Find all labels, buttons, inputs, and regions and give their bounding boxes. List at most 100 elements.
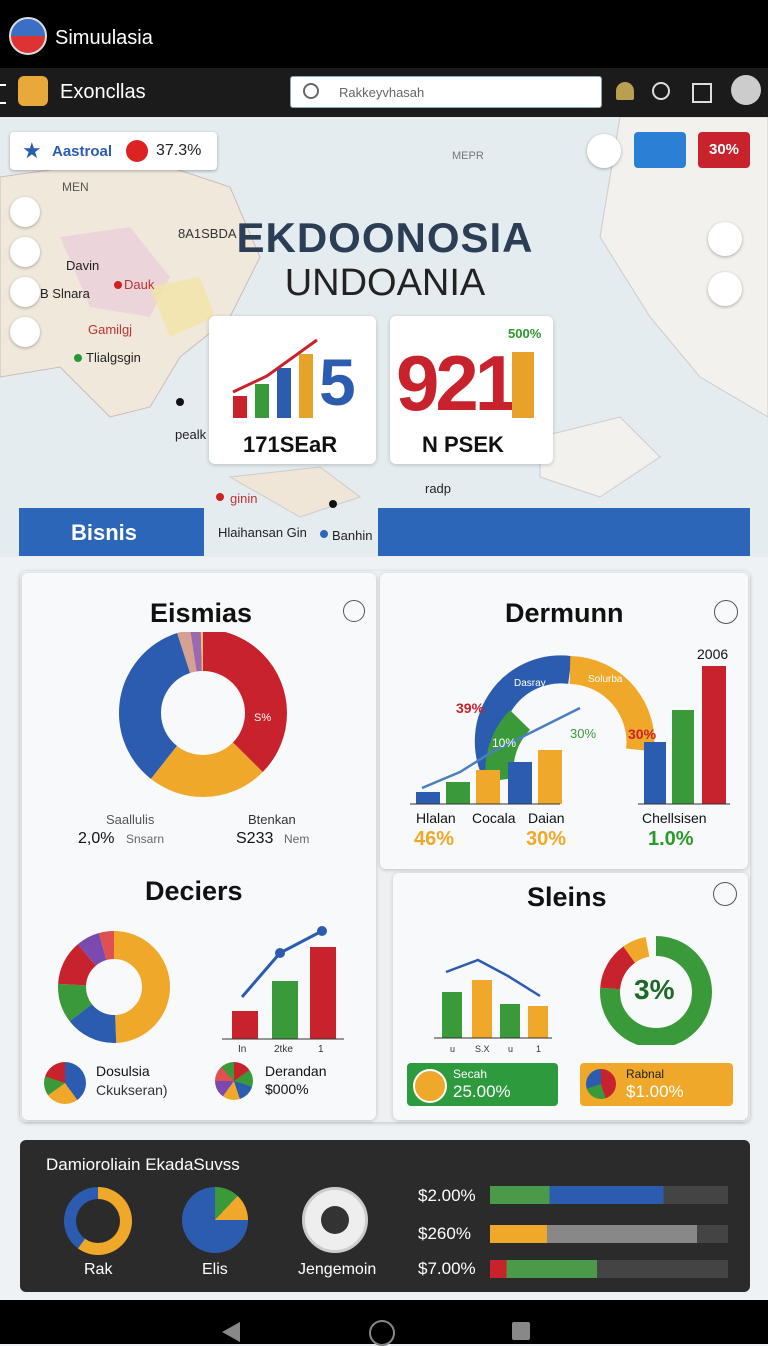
pie-icon — [215, 1062, 253, 1100]
marker — [216, 493, 224, 501]
value-label: 1.0% — [648, 828, 694, 850]
star-icon: ★ — [22, 138, 42, 163]
mini-charts — [434, 936, 712, 1045]
land — [60, 227, 170, 317]
twitter-button[interactable] — [634, 132, 686, 168]
stat-bar — [512, 352, 534, 418]
settings-button[interactable] — [587, 134, 621, 168]
land — [150, 277, 215, 337]
donut — [119, 632, 287, 797]
bar-label: $7.00% — [418, 1259, 476, 1278]
side-button[interactable] — [10, 317, 40, 347]
progress-bar — [490, 1186, 728, 1204]
marker — [176, 398, 184, 406]
pie-icon — [44, 1062, 86, 1104]
map-label: pealk — [175, 427, 207, 442]
percent-button[interactable]: 30% — [698, 132, 750, 168]
map-label: 8A1SBDA — [178, 226, 237, 241]
profile-icon[interactable] — [652, 82, 670, 100]
donut-label: S% — [254, 712, 272, 724]
map-label: Tlialgsgin — [86, 350, 141, 365]
side-button[interactable] — [10, 197, 40, 227]
dot — [320, 530, 328, 538]
side-button[interactable] — [708, 272, 742, 306]
panel-title: Dermunn — [505, 598, 624, 628]
map-label: Dauk — [124, 277, 155, 292]
tab[interactable] — [378, 508, 750, 556]
side-button[interactable] — [10, 277, 40, 307]
legend-sub: Snsarn — [126, 832, 165, 846]
stat-number: 921 — [396, 339, 518, 427]
badge-label: Aastroal — [52, 143, 113, 160]
arc-label: Dasray — [514, 678, 546, 689]
tab-label[interactable]: Hlaihansan Gin — [218, 525, 307, 540]
card-value: 25.00% — [453, 1082, 511, 1101]
stat-label: 171SEaR — [243, 432, 338, 457]
home-button[interactable] — [369, 1320, 395, 1346]
x-label: Daian — [528, 810, 565, 826]
window-icon[interactable] — [692, 83, 712, 103]
card-value: $1.00% — [626, 1082, 684, 1101]
side-button[interactable] — [708, 222, 742, 256]
card-label: Secah — [453, 1067, 488, 1081]
marker — [114, 281, 122, 289]
x-label: u — [450, 1044, 456, 1054]
stat-card[interactable]: 5 171SEaR — [209, 316, 376, 464]
chevron-button[interactable] — [713, 882, 737, 906]
map-label: radp — [425, 481, 452, 496]
annotation: 2006 — [697, 646, 729, 662]
bar-label: $260% — [418, 1224, 471, 1243]
stat-tag: 500% — [508, 326, 542, 341]
tab-label: Bisnis — [71, 520, 138, 545]
logo — [18, 76, 48, 106]
gauge — [64, 1187, 132, 1255]
arc-label: Solurba — [588, 674, 623, 685]
hero-subtitle: UNDOANIA — [284, 262, 486, 304]
tab-label[interactable]: Banhin — [332, 528, 373, 543]
app-bar — [0, 0, 768, 68]
item-label: Dosulsia — [96, 1063, 150, 1079]
panel-title: Sleins — [527, 882, 607, 912]
marker — [74, 354, 82, 362]
stat-card[interactable]: 500% 921 N PSEK — [390, 316, 553, 464]
map-label: B Slnara — [40, 286, 90, 301]
tab[interactable]: Bisnis — [19, 508, 204, 556]
search-box[interactable]: Rakkeyvhasah — [290, 76, 602, 108]
map-label: Davin — [66, 258, 100, 273]
panel-title: Deciers — [145, 876, 243, 906]
gauge-label: Rak — [84, 1261, 113, 1278]
gauge — [182, 1187, 248, 1253]
legend-sub: Nem — [284, 832, 310, 846]
progress-bar — [490, 1225, 728, 1243]
app-icon — [9, 17, 47, 55]
x-label: 1 — [318, 1044, 324, 1055]
card-label: Rabnal — [626, 1067, 665, 1081]
x-label: 2tke — [274, 1044, 293, 1055]
x-label: 1 — [536, 1044, 542, 1054]
land — [539, 416, 661, 498]
side-button[interactable] — [10, 237, 40, 267]
avatar[interactable] — [731, 75, 761, 105]
recents-button[interactable] — [512, 1322, 530, 1340]
card-icon — [413, 1069, 447, 1103]
chevron-button[interactable] — [714, 600, 738, 624]
badge-value: 37.3% — [156, 142, 202, 159]
gauge-label: Elis — [202, 1261, 228, 1278]
summary-card[interactable]: Rabnal $1.00% — [580, 1063, 733, 1106]
badge-icon — [126, 140, 148, 162]
back-button[interactable] — [222, 1322, 240, 1342]
value-label: 46% — [414, 828, 455, 850]
legend-label: Btenkan — [248, 812, 296, 827]
menu-icon[interactable] — [0, 84, 6, 104]
marker — [329, 500, 337, 508]
badge[interactable]: ★ Aastroal 37.3% — [10, 132, 217, 170]
app-title: Simuulasia — [55, 27, 153, 49]
land — [599, 117, 768, 418]
bell-icon[interactable] — [616, 82, 634, 100]
bottom-title: Damioroliain EkadaSuvss — [46, 1155, 240, 1174]
summary-card[interactable]: Secah 25.00% — [407, 1063, 558, 1106]
stat-label: N PSEK — [422, 432, 504, 457]
item-label: Derandan — [265, 1063, 327, 1079]
chevron-button[interactable] — [343, 600, 365, 622]
